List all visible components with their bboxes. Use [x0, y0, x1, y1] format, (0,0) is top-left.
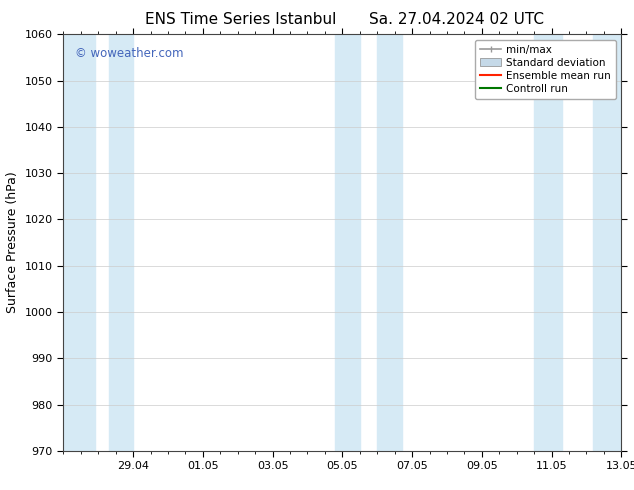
- Text: © woweather.com: © woweather.com: [75, 47, 183, 60]
- Bar: [335, 34, 359, 451]
- Legend: min/max, Standard deviation, Ensemble mean run, Controll run: min/max, Standard deviation, Ensemble me…: [475, 40, 616, 99]
- Text: Sa. 27.04.2024 02 UTC: Sa. 27.04.2024 02 UTC: [369, 12, 544, 27]
- Bar: [593, 34, 621, 451]
- Bar: [534, 34, 562, 451]
- Bar: [109, 34, 133, 451]
- Text: ENS Time Series Istanbul: ENS Time Series Istanbul: [145, 12, 337, 27]
- Bar: [63, 34, 95, 451]
- Y-axis label: Surface Pressure (hPa): Surface Pressure (hPa): [6, 172, 19, 314]
- Bar: [377, 34, 402, 451]
